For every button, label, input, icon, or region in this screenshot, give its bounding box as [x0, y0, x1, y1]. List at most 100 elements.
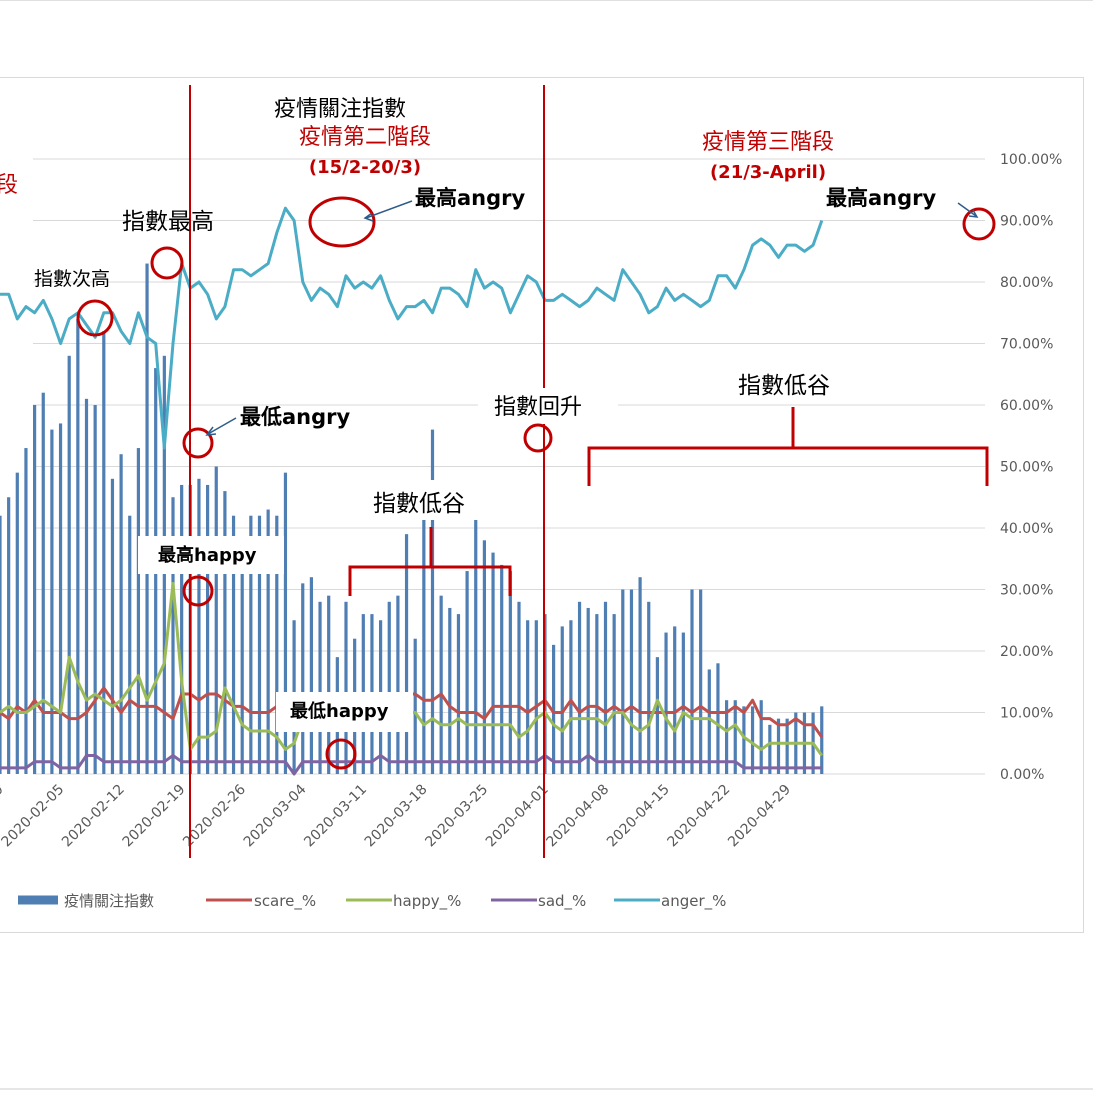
x-tick-label: 2020-03-25	[422, 782, 491, 851]
bar	[396, 595, 400, 774]
bar	[231, 515, 236, 774]
bar	[733, 700, 737, 774]
x-tick-label: 2020-04-15	[604, 782, 673, 851]
bar	[430, 429, 435, 774]
bar	[214, 466, 218, 774]
y-tick-label: 20.00%	[1000, 644, 1053, 660]
bar	[0, 515, 2, 774]
bar	[690, 589, 694, 774]
circle-index-second	[76, 299, 114, 337]
bar	[93, 405, 97, 774]
x-tick-label: 2020-04-22	[665, 782, 734, 851]
bar	[119, 454, 123, 774]
bar	[67, 355, 71, 774]
y-axis-ticks: 0.00% 10.00% 20.00% 30.00% 40.00% 50.00% 60.00…	[1000, 152, 1062, 783]
bar	[33, 405, 37, 774]
phase3-title: 疫情第三階段	[702, 130, 834, 155]
annotation-lowest-angry: 最低angry	[240, 405, 351, 429]
circle-lowest-happy	[325, 738, 357, 770]
bar	[647, 601, 651, 774]
bar	[768, 724, 772, 774]
phase3-range: (21/3-April)	[710, 162, 826, 183]
phase2-title: 疫情第二階段	[299, 125, 431, 150]
annotation-highest-angry-1: 最高angry	[415, 186, 526, 210]
trough1-label-box	[360, 480, 500, 520]
series-line-anger	[0, 206, 824, 450]
bar	[612, 614, 616, 774]
annotation-highest-angry-2: 最高angry	[826, 186, 937, 210]
chart-title: 疫情關注指數	[274, 97, 406, 122]
bar	[629, 589, 634, 774]
bar	[145, 263, 149, 774]
legend-swatch	[491, 898, 537, 902]
legend-label: sad_%	[538, 892, 586, 911]
bar	[759, 700, 763, 774]
y-tick-label: 80.00%	[1000, 275, 1053, 291]
series-line-sad	[0, 754, 822, 776]
legend-label: happy_%	[393, 892, 461, 911]
highlight-circles	[76, 196, 996, 770]
bar	[301, 583, 305, 774]
bar	[257, 515, 262, 774]
x-tick-label: 2020-04-01	[483, 782, 552, 851]
bar	[41, 392, 45, 774]
bar	[387, 601, 391, 774]
legend-swatch	[18, 895, 58, 905]
bar	[750, 706, 755, 774]
y-tick-label: 50.00%	[1000, 460, 1053, 476]
bar	[586, 607, 590, 774]
highest-happy-box	[138, 536, 284, 574]
bar	[482, 540, 486, 774]
bar	[707, 669, 711, 774]
bar	[742, 706, 746, 774]
legend: 疫情關注指數 scare_% happy_% sad_% anger_%	[18, 892, 726, 911]
x-tick-label: 2020-02-12	[59, 782, 128, 851]
annotation-index-second: 指數次高	[34, 268, 110, 290]
bar	[456, 614, 461, 774]
trough2-label-box	[718, 360, 866, 404]
bar	[249, 515, 253, 774]
bar	[655, 657, 659, 774]
bar	[84, 398, 89, 774]
x-tick-label: 2020-02-19	[120, 782, 189, 851]
circle-highest-angry-2	[962, 207, 996, 241]
bar	[422, 484, 426, 774]
bar	[404, 534, 409, 774]
circle-lowest-angry	[182, 427, 214, 459]
bar	[448, 607, 452, 774]
annotation-arrows	[205, 200, 979, 436]
annotation-lowest-happy: 最低happy	[290, 700, 389, 722]
bar	[621, 589, 625, 774]
bar	[413, 638, 417, 774]
bar	[76, 318, 80, 774]
bar	[197, 478, 201, 774]
legend-label: 疫情關注指數	[64, 892, 154, 910]
x-tick-label: 2020-03-04	[241, 781, 310, 850]
bar	[7, 497, 11, 774]
bar	[180, 484, 184, 774]
y-tick-label: 70.00%	[1000, 337, 1053, 353]
circle-highest-happy	[182, 575, 214, 607]
bar	[474, 497, 478, 774]
bar	[206, 484, 210, 774]
bar	[785, 718, 789, 774]
legend-swatch	[346, 898, 392, 902]
bar	[327, 595, 331, 774]
bar	[136, 448, 140, 774]
legend-swatch	[614, 898, 660, 902]
bar	[725, 700, 729, 774]
bar	[577, 601, 582, 774]
lowest-happy-box	[276, 692, 413, 732]
bar	[223, 491, 227, 774]
bar	[309, 577, 313, 774]
bar	[534, 620, 538, 774]
bar	[439, 595, 443, 774]
bar	[240, 546, 244, 774]
y-tick-label: 30.00%	[1000, 583, 1053, 599]
legend-label: anger_%	[661, 892, 726, 911]
bar	[569, 620, 573, 774]
circle-index-rebound	[523, 423, 553, 453]
x-axis-ticks: 2020-01-292020-02-052020-02-122020-02-19…	[0, 781, 794, 850]
legend-swatch	[206, 898, 252, 902]
legend-label: scare_%	[254, 892, 316, 911]
